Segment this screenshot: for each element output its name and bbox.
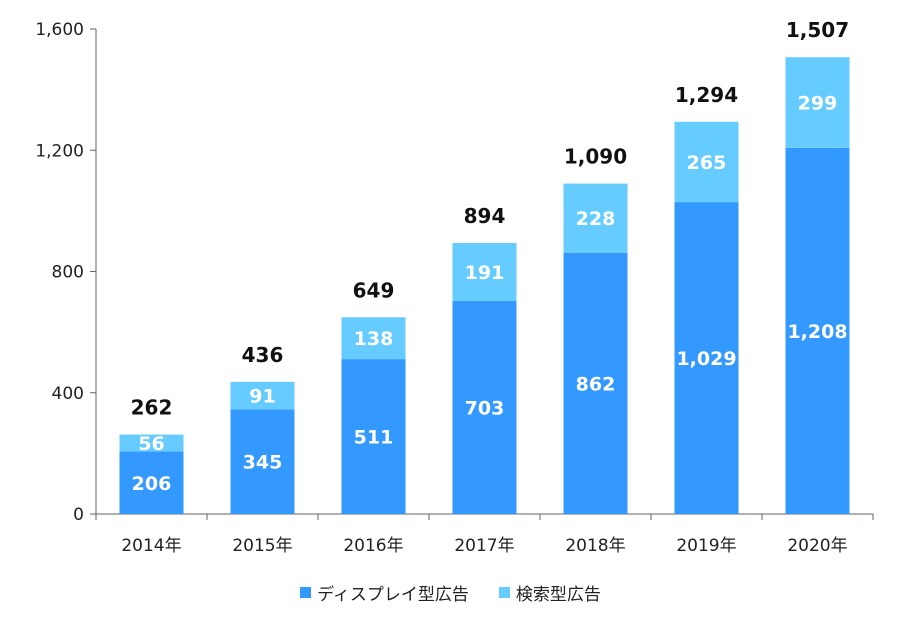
x-tick-label: 2015年 — [232, 536, 292, 556]
data-label-search: 265 — [687, 152, 727, 174]
total-label: 649 — [353, 278, 395, 302]
data-label-search: 138 — [354, 328, 394, 350]
legend-item-search: 検索型広告 — [498, 580, 601, 605]
bar-segment-search — [563, 183, 628, 253]
data-label-display: 862 — [576, 373, 616, 395]
data-label-display: 1,208 — [787, 321, 847, 343]
y-tick-label: 1,200 — [35, 141, 84, 161]
axes: 0 400 800 1,200 1,600 2014年 2015年 2016年 2017年 201… — [35, 20, 874, 556]
data-label-search: 56 — [138, 433, 164, 455]
legend-item-display: ディスプレイ型広告 — [300, 580, 469, 605]
legend-label-display: ディスプレイ型広告 — [317, 585, 469, 605]
x-tick-label: 2017年 — [454, 536, 514, 556]
total-label: 1,507 — [786, 18, 849, 42]
total-label: 1,294 — [675, 83, 738, 107]
bar-segment-display — [563, 252, 628, 515]
y-tick-label: 0 — [73, 505, 84, 525]
bar-segment-display — [230, 409, 295, 514]
data-label-display: 511 — [354, 427, 394, 449]
x-tick-label: 2016年 — [343, 536, 403, 556]
bar-segment-display — [119, 451, 184, 514]
total-label: 894 — [464, 204, 506, 228]
bar-segment-display — [674, 202, 739, 514]
data-label-search: 228 — [576, 208, 616, 230]
data-label-search: 191 — [465, 262, 505, 284]
data-label-display: 703 — [465, 397, 505, 419]
legend-swatch-display — [300, 587, 312, 598]
bar-segment-search — [341, 317, 406, 360]
x-tick-label: 2018年 — [565, 536, 625, 556]
bar-segment-display — [785, 147, 850, 514]
bar-segment-display — [341, 359, 406, 514]
data-labels: 206 56 262 345 91 436 511 138 649 703 191 894 862 228… — [131, 18, 850, 495]
y-tick-label: 1,600 — [35, 20, 84, 40]
data-label-display: 206 — [132, 473, 172, 495]
bar-segment-search — [230, 381, 295, 410]
bar-segment-display — [452, 300, 517, 514]
x-tick-label: 2020年 — [787, 536, 847, 556]
data-label-display: 345 — [243, 452, 283, 474]
total-label: 436 — [242, 343, 284, 367]
bar-segment-search — [452, 243, 517, 301]
total-label: 1,090 — [564, 145, 627, 169]
y-tick-label: 800 — [52, 263, 84, 283]
bar-segment-search — [119, 434, 184, 452]
legend-swatch-search — [498, 587, 510, 598]
y-tick-label: 400 — [52, 384, 84, 404]
stacked-bar-chart: 0 400 800 1,200 1,600 2014年 2015年 2016年 2017年 201… — [35, 18, 874, 556]
bar-segment-search — [785, 57, 850, 148]
x-tick-label: 2014年 — [121, 536, 181, 556]
bar-segment-search — [674, 121, 739, 203]
legend: ディスプレイ型広告 検索型広告 — [0, 580, 901, 605]
data-label-search: 91 — [249, 386, 275, 408]
legend-label-search: 検索型広告 — [515, 585, 601, 605]
bars — [119, 57, 850, 515]
data-label-display: 1,029 — [676, 348, 736, 370]
x-tick-label: 2019年 — [676, 536, 736, 556]
total-label: 262 — [131, 396, 173, 420]
data-label-search: 299 — [798, 93, 838, 115]
